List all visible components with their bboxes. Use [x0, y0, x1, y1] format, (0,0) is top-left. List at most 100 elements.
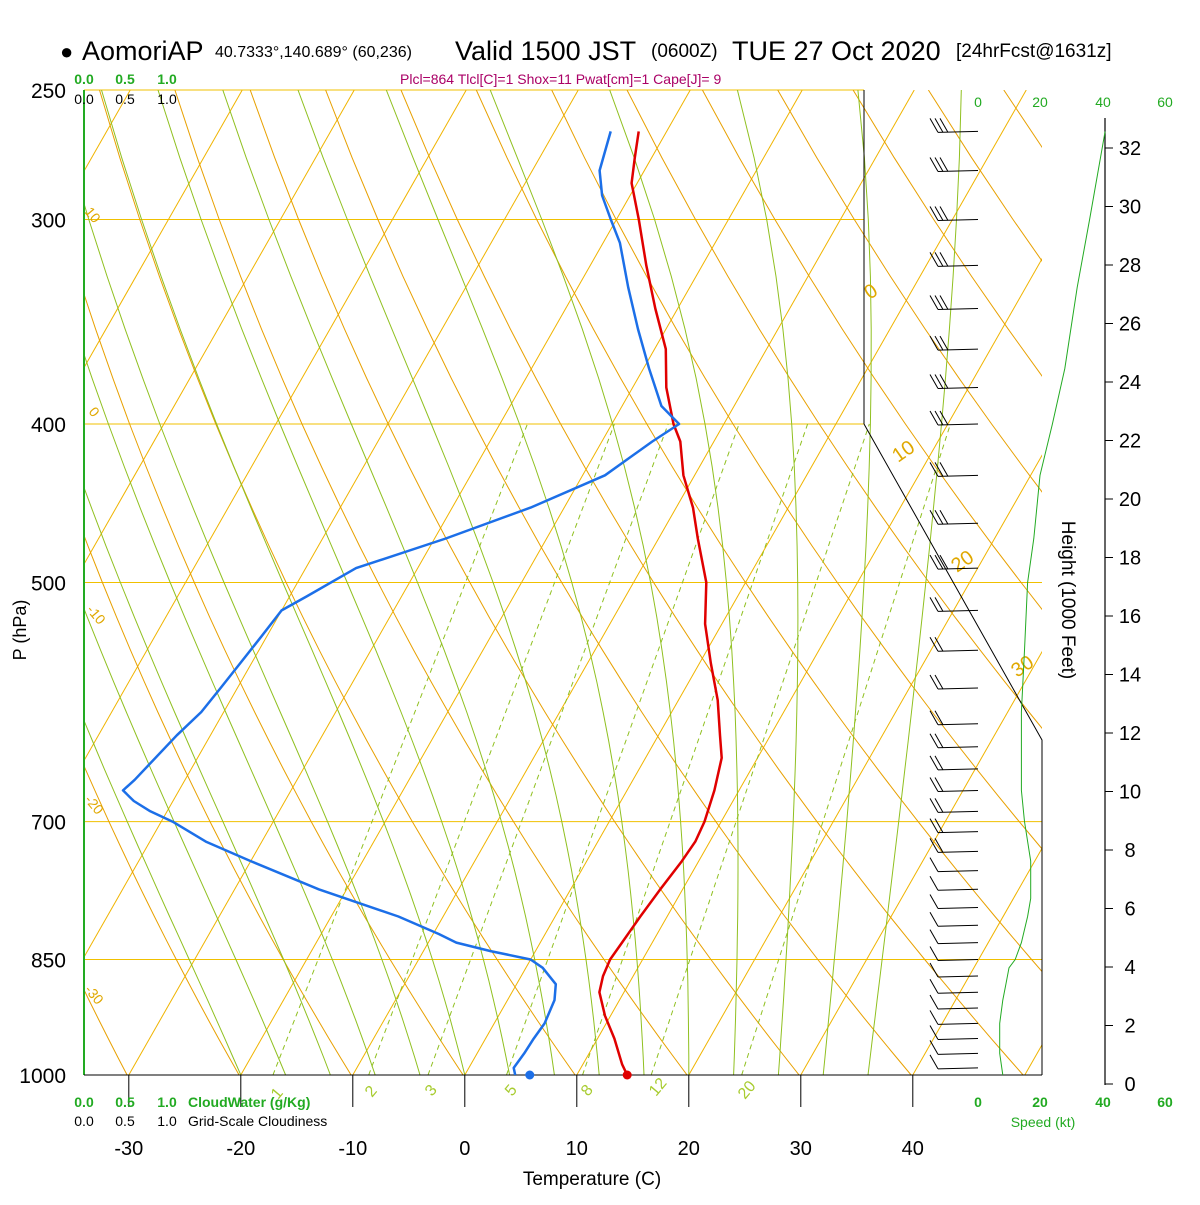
- cloud-scale-label: 1.0: [157, 71, 177, 87]
- wind-barb-shaft: [938, 925, 978, 926]
- wind-barb-shaft: [938, 943, 978, 944]
- forecast-info: [24hrFcst@1631z]: [956, 41, 1112, 62]
- wind-barb-flag: [935, 777, 943, 791]
- mixing-ratio-label: 20: [735, 1078, 760, 1103]
- wind-barb-shaft: [938, 171, 978, 172]
- wind-barb-flag: [930, 734, 938, 748]
- wind-barb-flag: [935, 756, 943, 770]
- wind-barb: [930, 947, 978, 961]
- wind-barb-flag: [930, 555, 938, 569]
- wind-barb: [930, 756, 978, 770]
- moist-adiabat-label: 0: [86, 404, 103, 420]
- temperature-tick-label: 40: [902, 1138, 924, 1160]
- wind-barb: [930, 510, 978, 524]
- wind-barb-shaft: [938, 1039, 978, 1040]
- height-tick-label: 32: [1119, 138, 1141, 160]
- wind-barb-shaft: [938, 811, 978, 812]
- wind-barb-flag: [935, 207, 943, 221]
- wind-barb-flag: [930, 207, 938, 221]
- wind-barb-shaft: [938, 523, 978, 524]
- wind-barb-shaft: [938, 832, 978, 833]
- wind-barb-shaft: [938, 220, 978, 221]
- isotherm-line: [0, 90, 18, 1075]
- wind-barb: [930, 930, 978, 944]
- wind-barb-flag: [940, 158, 948, 172]
- speed-tick-label: 20: [1032, 94, 1048, 110]
- wind-barb-flag: [930, 1055, 938, 1069]
- surface-dewpoint-marker: [525, 1071, 534, 1080]
- temperature-tick-label: 30: [790, 1138, 812, 1160]
- wind-barb-shaft: [938, 265, 978, 266]
- height-tick-label: 2: [1124, 1016, 1135, 1038]
- wind-barb-flag: [930, 798, 938, 812]
- temperature-tick-label: -20: [226, 1138, 255, 1160]
- wind-barb-flag: [930, 912, 938, 926]
- speed-tick-label: 20: [1032, 1094, 1048, 1110]
- isotherm-line: [1025, 90, 1200, 1075]
- mixing-ratio-label: 2: [362, 1083, 381, 1101]
- wind-barb-shaft: [938, 688, 978, 689]
- wind-barb-flag: [930, 947, 938, 961]
- utc-time: (0600Z): [651, 41, 718, 62]
- wind-barb-shaft: [938, 769, 978, 770]
- wind-barb-shaft: [938, 747, 978, 748]
- cloud-scale-label: 0.0: [74, 1113, 94, 1129]
- wind-barb: [930, 963, 978, 977]
- wind-barb-flag: [940, 118, 948, 132]
- wind-barb-flag: [930, 876, 938, 890]
- wind-barb-shaft: [938, 1068, 978, 1069]
- wind-barb: [930, 979, 978, 993]
- wind-barb: [930, 207, 978, 221]
- moist-adiabat-label: -20: [82, 792, 107, 818]
- pressure-tick-label: 850: [31, 950, 66, 973]
- cloudwater-label: CloudWater (g/Kg): [188, 1094, 310, 1110]
- cloud-scale-label: 1.0: [157, 91, 177, 107]
- mixing-ratio-lines: [273, 424, 951, 1075]
- wind-barb-flag: [930, 336, 938, 350]
- pressure-tick-label: 1000: [19, 1065, 66, 1088]
- height-axis-title: Height (1000 Feet): [1057, 521, 1078, 679]
- cloud-scale-label: 0.5: [115, 71, 135, 87]
- wind-barb: [930, 675, 978, 689]
- wind-barb-shaft: [938, 1023, 978, 1024]
- wind-barb: [930, 895, 978, 909]
- wind-barb-flag: [935, 375, 943, 389]
- wind-barb-flag: [935, 158, 943, 172]
- wind-barb-flag: [940, 252, 948, 266]
- wind-barb-flag: [935, 675, 943, 689]
- wind-barb-flag: [935, 295, 943, 309]
- box-diagonal-edge: [864, 424, 1042, 1075]
- wind-barb-shaft: [938, 610, 978, 611]
- wind-barb-flag: [930, 158, 938, 172]
- wind-barb-shaft: [938, 349, 978, 350]
- wind-barb-flag: [935, 510, 943, 524]
- wind-barb-flag: [940, 336, 948, 350]
- wind-barb-flag: [930, 858, 938, 872]
- wind-barb-flag: [930, 510, 938, 524]
- wind-barb-flag: [930, 1010, 938, 1024]
- wind-barb-flag: [930, 118, 938, 132]
- wind-barb-shaft: [938, 851, 978, 852]
- speed-tick-label: 0: [974, 1094, 982, 1110]
- temperature-tick-label: -30: [114, 1138, 143, 1160]
- wind-barb-flag: [930, 819, 938, 833]
- wind-barb: [930, 819, 978, 833]
- moist-adiabat-label: -10: [84, 602, 109, 628]
- wind-barb-shaft: [938, 976, 978, 977]
- speed-tick-label: 40: [1095, 94, 1111, 110]
- wind-barb: [930, 1055, 978, 1069]
- wind-barb: [930, 336, 978, 350]
- wind-barb-shaft: [938, 475, 978, 476]
- wind-barb-flag: [930, 597, 938, 611]
- mixing-ratio-line: [651, 424, 869, 1075]
- height-tick-label: 10: [1119, 782, 1141, 804]
- wind-barb-flag: [935, 252, 943, 266]
- pressure-tick-label: 700: [31, 812, 66, 835]
- wind-barb-flag: [935, 462, 943, 476]
- wind-barb-shaft: [938, 568, 978, 569]
- pressure-tick-label: 250: [31, 80, 66, 103]
- wind-barb-flag: [935, 838, 943, 852]
- wind-barb-flag: [935, 637, 943, 651]
- dry-adiabat-line: [1079, 90, 1200, 1075]
- height-tick-label: 18: [1119, 548, 1141, 570]
